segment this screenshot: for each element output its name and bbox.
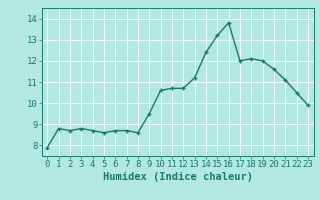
X-axis label: Humidex (Indice chaleur): Humidex (Indice chaleur) [103, 172, 252, 182]
